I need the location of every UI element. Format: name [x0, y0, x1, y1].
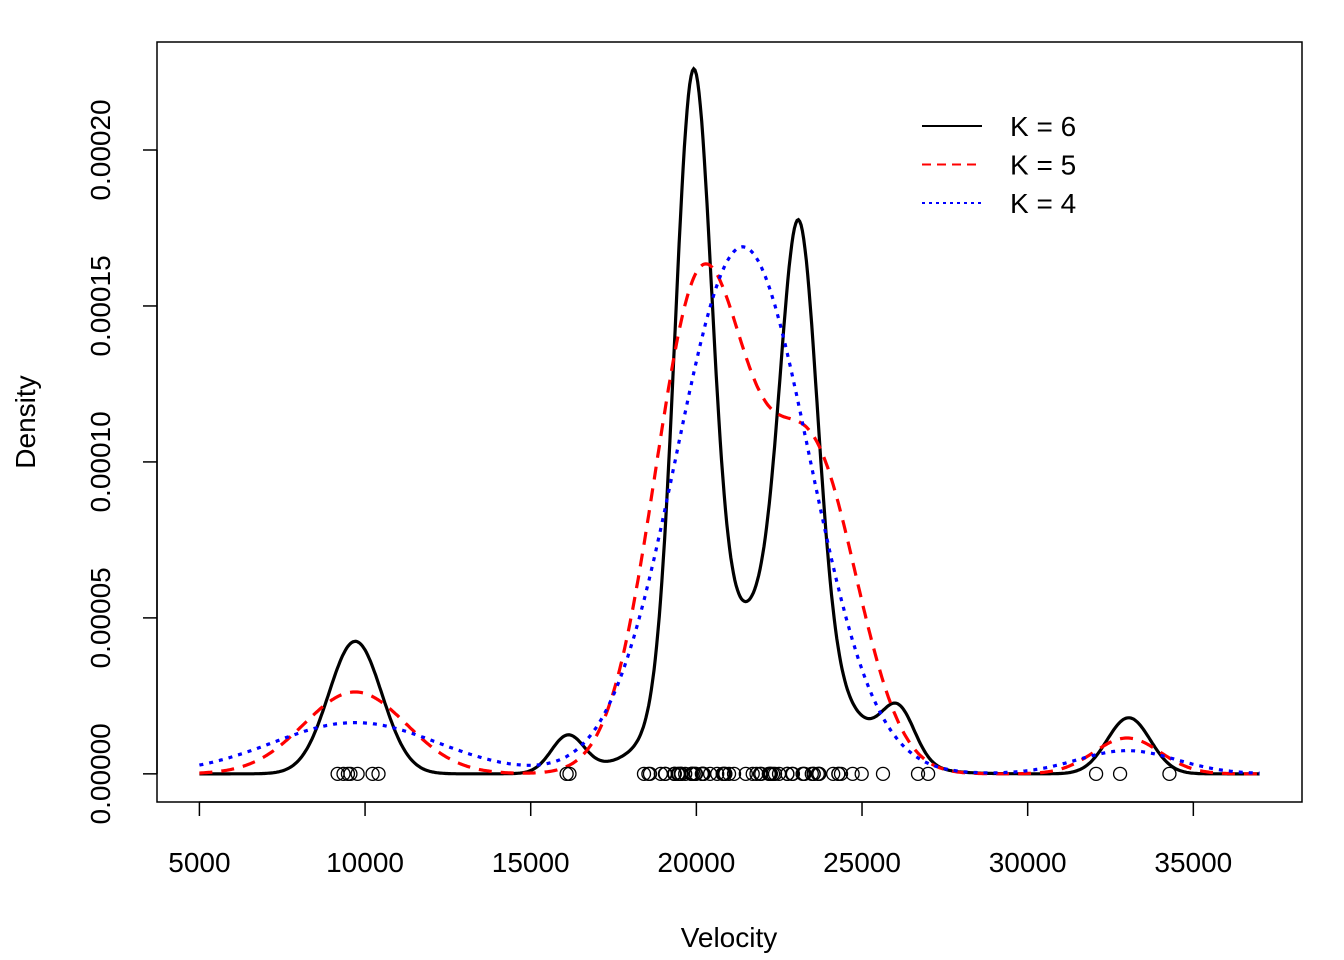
data-point [343, 766, 358, 782]
data-points [330, 766, 1177, 782]
x-tick-label: 10000 [326, 847, 404, 878]
data-point [854, 766, 869, 782]
data-point [636, 766, 652, 782]
y-tick-label: 0.00005 [85, 567, 116, 668]
data-point [1112, 766, 1128, 782]
data-point [721, 766, 737, 782]
density-curve-3 [199, 245, 1260, 775]
density-curves [199, 66, 1260, 776]
data-point [371, 766, 386, 782]
legend-label-1: K = 6 [1010, 111, 1076, 142]
data-point [785, 766, 801, 782]
data-point [678, 766, 693, 782]
data-point [920, 766, 936, 782]
legend-label-3: K = 4 [1010, 188, 1076, 219]
data-point [336, 766, 351, 782]
y-axis: 0.00000 0.00005 0.00010 0.00015 0.00020 [85, 99, 158, 824]
data-point [365, 766, 380, 782]
data-point [754, 766, 769, 782]
data-point [812, 766, 827, 782]
x-tick-label: 15000 [492, 847, 570, 878]
data-point [562, 766, 577, 782]
data-point [559, 766, 574, 782]
plot-frame [156, 41, 1303, 803]
x-axis-title: Velocity [681, 922, 778, 953]
data-point [670, 766, 685, 782]
data-point [738, 766, 753, 782]
x-axis: 5000 10000 15000 20000 25000 30000 35000 [168, 801, 1232, 878]
data-point [726, 766, 742, 782]
data-point [667, 766, 682, 782]
data-point [674, 766, 689, 782]
data-point [806, 766, 821, 782]
data-point [688, 766, 704, 782]
y-tick-label: 0.00015 [85, 255, 116, 356]
data-point [875, 766, 891, 782]
data-point [710, 766, 725, 782]
density-curve-1 [199, 66, 1260, 776]
x-tick-label: 30000 [989, 847, 1067, 878]
data-point [718, 766, 733, 782]
data-point [826, 766, 841, 782]
data-point [642, 766, 658, 782]
data-point [745, 766, 760, 782]
data-point [845, 766, 860, 782]
data-point [1088, 766, 1104, 782]
legend: K = 6 K = 5 K = 4 [922, 111, 1076, 219]
y-tick-label: 0.00010 [85, 411, 116, 512]
x-tick-label: 25000 [823, 847, 901, 878]
x-tick-label: 20000 [657, 847, 735, 878]
y-tick-label: 0.00000 [85, 723, 116, 824]
x-tick-label: 5000 [168, 847, 230, 878]
x-tick-label: 35000 [1154, 847, 1232, 878]
y-axis-title: Density [10, 375, 41, 468]
data-point [1162, 766, 1177, 782]
data-point [780, 766, 795, 782]
legend-label-2: K = 5 [1010, 150, 1076, 181]
y-tick-label: 0.00020 [85, 99, 116, 200]
data-point [833, 766, 849, 782]
data-point [910, 766, 926, 782]
data-point [350, 766, 365, 782]
density-curve-2 [199, 262, 1260, 776]
